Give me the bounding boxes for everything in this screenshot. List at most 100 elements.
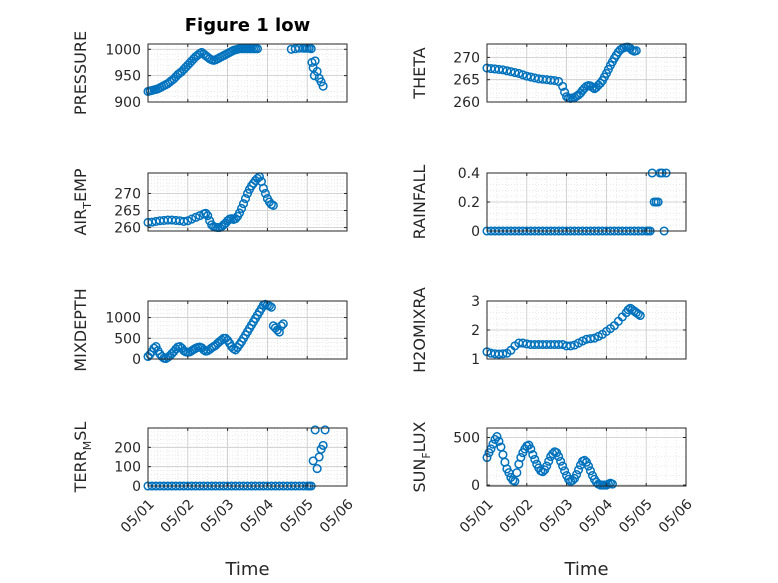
y-axis-label: MIXDEPTH bbox=[71, 288, 90, 371]
data-point bbox=[653, 197, 663, 207]
y-tick-label: 0.4 bbox=[458, 166, 480, 182]
data-point bbox=[510, 68, 520, 78]
x-axis-label: Time bbox=[224, 559, 269, 580]
data-point bbox=[530, 454, 540, 464]
y-tick-label: 0 bbox=[471, 478, 480, 494]
y-axis-label: H2OMIXRA bbox=[410, 287, 429, 373]
y-tick-label: 0 bbox=[132, 479, 141, 495]
y-axis-label: TERRMSL bbox=[71, 422, 94, 494]
data-point bbox=[201, 208, 211, 218]
data-point bbox=[528, 450, 538, 460]
y-tick-label: 1 bbox=[471, 352, 480, 368]
data-point bbox=[544, 456, 554, 466]
y-tick-label: 260 bbox=[114, 221, 141, 237]
data-point bbox=[236, 203, 247, 214]
data-point bbox=[276, 321, 286, 331]
data-point bbox=[572, 470, 582, 480]
y-axis-label: RAINFALL bbox=[410, 165, 429, 240]
data-point bbox=[234, 208, 245, 218]
y-axis-label-part: AIR bbox=[71, 209, 90, 236]
y-tick-label: 950 bbox=[114, 69, 141, 85]
data-point bbox=[573, 465, 584, 475]
data-point bbox=[240, 194, 251, 204]
data-point bbox=[318, 440, 328, 450]
data-point bbox=[498, 349, 508, 359]
data-point bbox=[587, 82, 598, 92]
y-axis-label-part: T bbox=[81, 202, 94, 210]
y-axis-label-part: SL bbox=[71, 422, 90, 441]
subplot-rainfall: 0 0.2 0.4 RAINFALL bbox=[410, 165, 687, 240]
data-point bbox=[318, 81, 328, 91]
subplot-mixdepth: 0 500 1000 MIXDEPTH bbox=[71, 288, 348, 372]
y-axis-label: THETA bbox=[410, 47, 429, 99]
y-tick-label: 500 bbox=[453, 431, 480, 447]
subplot-theta: 260 265 270 THETA bbox=[410, 42, 687, 111]
data-point bbox=[635, 310, 645, 321]
y-tick-label: 0 bbox=[132, 352, 141, 368]
data-point bbox=[585, 466, 596, 476]
y-axis-label-part: PRESSURE bbox=[71, 31, 90, 115]
data-point bbox=[560, 466, 570, 476]
data-point bbox=[238, 199, 249, 209]
y-axis-label-part: F bbox=[420, 452, 433, 458]
data-point bbox=[550, 76, 560, 86]
data-point bbox=[320, 425, 330, 435]
data-point bbox=[518, 70, 528, 80]
y-axis-label-part: EMP bbox=[71, 168, 90, 202]
subplot-h2omixra: 1 2 3 H2OMIXRA bbox=[410, 287, 687, 373]
axes-box bbox=[147, 300, 348, 360]
axes-box bbox=[486, 43, 687, 103]
data-point bbox=[312, 464, 322, 474]
data-point bbox=[252, 44, 263, 54]
data-point bbox=[558, 81, 568, 91]
axes-box bbox=[147, 427, 348, 487]
data-point bbox=[310, 56, 320, 66]
data-point bbox=[556, 456, 566, 466]
data-point bbox=[583, 461, 594, 471]
data-point bbox=[516, 452, 526, 463]
y-tick-label: 100 bbox=[114, 460, 141, 476]
x-axis-label: Time bbox=[563, 559, 608, 580]
y-tick-label: 265 bbox=[114, 204, 141, 220]
y-tick-label: 2 bbox=[471, 323, 480, 339]
axes-box bbox=[147, 172, 348, 232]
data-point bbox=[554, 451, 564, 462]
data-point bbox=[260, 188, 270, 199]
data-point bbox=[266, 302, 276, 312]
data-point bbox=[310, 425, 320, 435]
y-axis-label: SUNFLUX bbox=[410, 421, 433, 492]
y-tick-label: 270 bbox=[114, 186, 141, 202]
y-tick-label: 1000 bbox=[105, 311, 141, 327]
y-axis-label-part: MIXDEPTH bbox=[71, 288, 90, 371]
data-point bbox=[179, 216, 189, 226]
y-axis-label: AIRTEMP bbox=[71, 168, 94, 235]
data-point bbox=[623, 305, 633, 315]
y-tick-label: 1000 bbox=[105, 42, 141, 58]
data-point bbox=[510, 476, 520, 486]
data-point bbox=[514, 68, 524, 78]
figure-title: Figure 1 low bbox=[185, 15, 310, 36]
data-point bbox=[633, 309, 643, 319]
y-tick-label: 270 bbox=[453, 50, 480, 66]
axes-box bbox=[147, 43, 348, 103]
y-tick-label: 200 bbox=[114, 440, 141, 456]
subplot-pressure: Figure 1 low 900 950 1000 PRESSURE bbox=[71, 15, 348, 115]
data-point bbox=[607, 479, 617, 489]
y-tick-label: 260 bbox=[453, 95, 480, 111]
y-tick-label: 900 bbox=[114, 95, 141, 111]
y-axis-label-part: LUX bbox=[410, 421, 429, 452]
y-axis-label-part: M bbox=[81, 441, 94, 451]
y-tick-label: 265 bbox=[453, 73, 480, 89]
data-point bbox=[494, 436, 504, 446]
data-point bbox=[306, 44, 316, 54]
data-point bbox=[492, 432, 502, 442]
y-tick-label: 0.2 bbox=[458, 195, 480, 211]
data-point bbox=[274, 327, 284, 337]
data-point bbox=[203, 211, 213, 221]
y-axis-label-part: THETA bbox=[410, 47, 429, 99]
data-point bbox=[585, 334, 596, 344]
axes-box bbox=[486, 427, 687, 487]
data-point bbox=[526, 444, 536, 454]
